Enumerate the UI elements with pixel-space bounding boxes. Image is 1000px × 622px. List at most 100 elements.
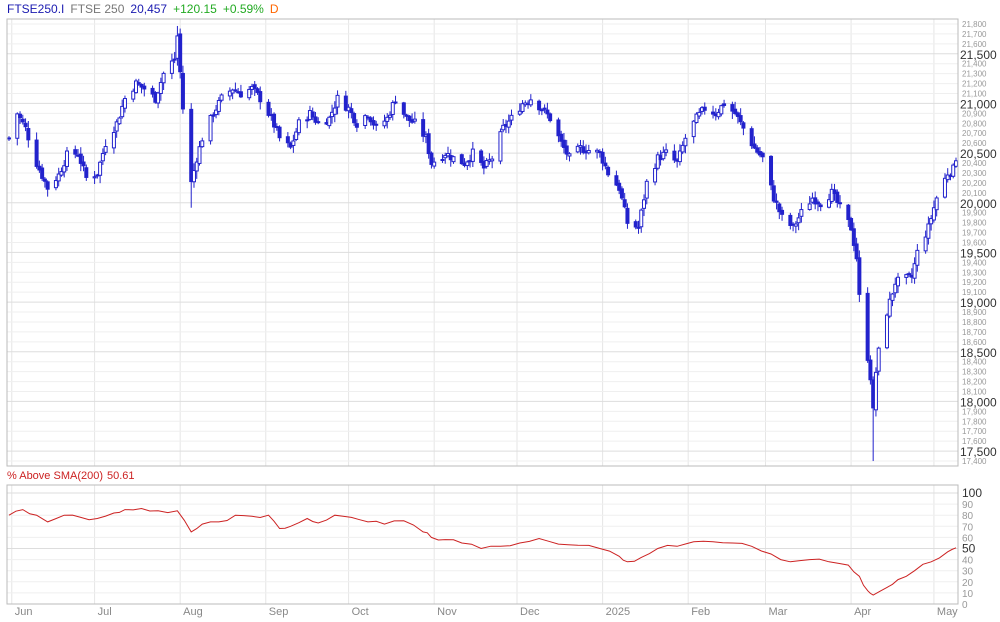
candle-body [771,185,776,202]
candle-body [371,120,376,126]
candle-body [813,197,818,205]
candle-body [363,115,368,127]
candle-body [114,121,119,132]
candle-body [653,168,658,183]
candle-body [98,161,103,176]
candle-body [305,119,310,122]
index-name: FTSE 250 [70,2,125,16]
candle-body [385,116,390,122]
candle-body [194,161,199,172]
candle-body [849,217,854,231]
candle-body [639,209,644,228]
candle-body [749,128,754,147]
candle-body [680,144,685,153]
candle-body [40,167,45,179]
candle-body [793,223,798,227]
candle-body [865,292,870,361]
candle-body [951,164,956,177]
candle-body [64,150,69,167]
indicator-panel-frame [6,484,959,605]
candle-body [517,110,522,115]
candle-body [100,152,105,162]
candle-body [451,156,456,163]
period-label[interactable]: D [269,2,279,16]
candle-body [931,207,936,221]
candle-body [23,122,28,128]
candle-body [741,122,746,129]
candle-body [907,273,912,276]
candle-body [178,33,183,73]
y-minor-tick-label: 21,300 [962,70,987,79]
candle-body [42,178,47,182]
indicator-tick-label: 20 [962,578,974,589]
candle-body [887,298,892,317]
candle-body [884,314,889,349]
candle-body [561,139,566,148]
x-tick-label: Jul [98,606,112,618]
candle-body [258,91,263,103]
y-major-tick-label: 20,000 [960,197,997,211]
price-candles [7,25,958,462]
candle-body [465,161,470,167]
candle-body [393,101,398,104]
candle-body [426,133,431,155]
price-panel-frame [6,18,959,467]
y-minor-tick-label: 18,800 [962,318,987,327]
candle-body [200,140,205,148]
candle-body [719,105,724,115]
candle-body [954,160,958,167]
y-minor-tick-label: 20,800 [962,119,987,128]
candle-body [575,145,580,153]
candle-body [548,113,553,122]
candle-body [92,176,97,179]
candle-body [266,101,271,116]
y-minor-tick-label: 20,100 [962,189,987,198]
candle-body [120,105,125,118]
candle-body [807,203,812,211]
candle-body [255,88,260,93]
y-minor-tick-label: 18,400 [962,358,987,367]
y-minor-tick-label: 17,400 [962,457,987,466]
y-minor-tick-label: 20,700 [962,129,987,138]
candle-body [343,95,348,111]
candle-body [506,120,511,128]
candle-body [327,116,332,127]
candle-body [421,119,426,137]
y-minor-tick-label: 18,700 [962,328,987,337]
y-minor-tick-label: 20,200 [962,179,987,188]
indicator-tick-label: 100 [962,486,982,500]
candle-body [520,103,525,112]
indicator-tick-label: 50 [962,542,976,556]
candle-body [683,137,688,147]
axes: Jun Jul Aug Sep Oct Nov Dec 2025 Feb Mar Apr May 17,… [6,18,997,618]
y-minor-tick-label: 20,900 [962,109,987,118]
x-tick-label: Dec [520,606,540,618]
candle-body [81,161,86,167]
candle-body [617,182,622,191]
candle-body [702,106,707,111]
candle-body [277,126,282,139]
candle-body [134,80,139,94]
candle-body [752,143,757,149]
candle-body [227,90,232,97]
y-major-tick-label: 17,500 [960,445,997,459]
candle-body [774,200,779,203]
y-minor-tick-label: 21,700 [962,30,987,39]
candle-body [78,153,83,164]
candle-body [829,188,834,202]
indicator-label: % Above SMA(200) [7,470,103,482]
candle-body [15,113,20,139]
candle-body [716,111,721,118]
candle-body [926,223,931,239]
candle-body [313,116,318,123]
candle-body [672,150,677,161]
candle-body [567,153,572,157]
x-tick-label: 2025 [606,606,630,618]
symbol-label[interactable]: FTSE250.I [7,2,65,16]
indicator-tick-label: 40 [962,556,974,567]
y-minor-tick-label: 17,600 [962,437,987,446]
candle-body [131,90,136,100]
y-minor-tick-label: 19,700 [962,229,987,238]
